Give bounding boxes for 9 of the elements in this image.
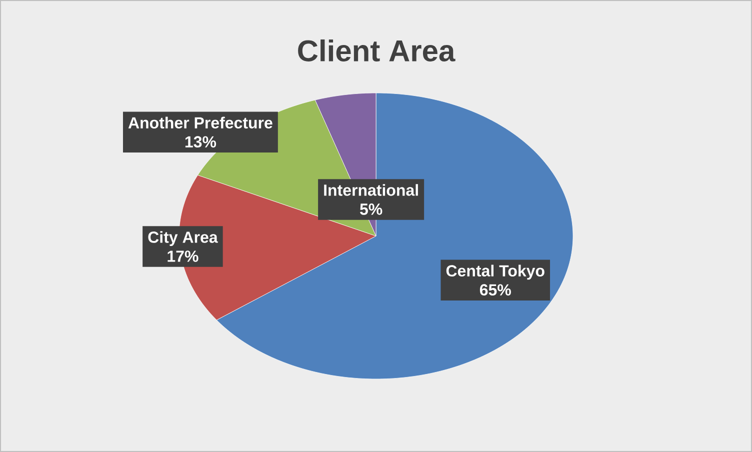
slice-label: Another Prefecture: [128, 116, 272, 128]
chart-title: Client Area: [298, 39, 456, 62]
slice-label: Cental Tokyo: [446, 264, 544, 280]
data-label: 13%: [185, 136, 216, 148]
data-label: 65%: [480, 284, 511, 296]
data-label: 17%: [168, 250, 198, 262]
data-label: 5%: [360, 204, 382, 215]
slice-label: International: [324, 184, 418, 196]
slice-label: City Area: [148, 231, 218, 246]
